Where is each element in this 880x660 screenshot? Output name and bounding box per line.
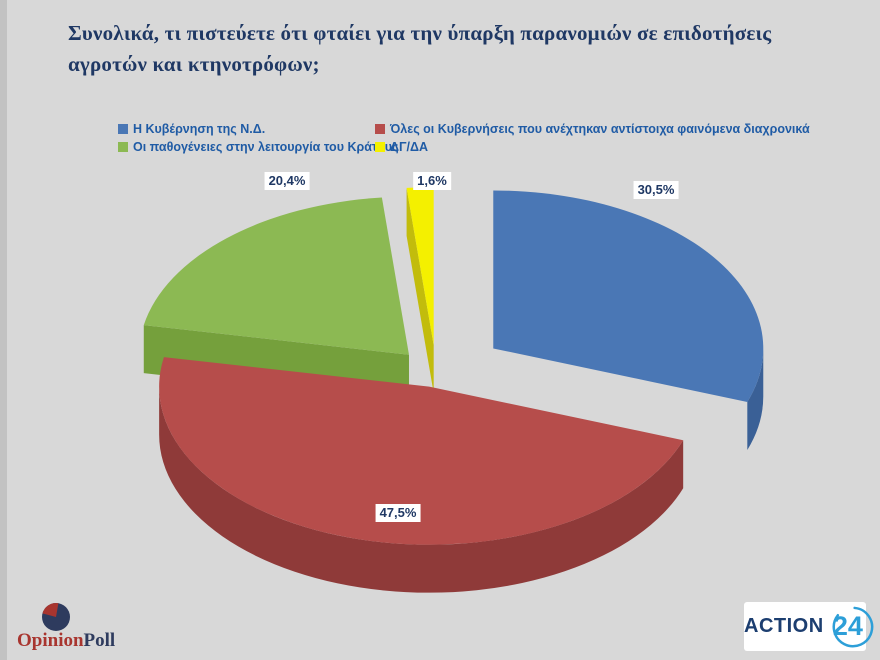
data-label-blue: 30,5% — [633, 181, 679, 199]
action24-text-action: ACTION — [744, 615, 824, 637]
pie-slice-red-rim-wall — [159, 386, 684, 593]
chart-title: Συνολικά, τι πιστεύετε ότι φταίει για τη… — [68, 18, 828, 80]
data-label-green: 20,4% — [264, 172, 310, 190]
chart-title-line2: αγροτών και κτηνοτρόφων; — [68, 52, 320, 76]
legend-swatch-blue — [118, 124, 128, 134]
left-edge-strip — [0, 0, 7, 660]
pie-slice-blue-rim-wall — [747, 348, 764, 450]
pie-slice-yellow-top — [406, 187, 434, 346]
legend-item-dont-know: ΔΓ/ΔΑ — [375, 140, 428, 154]
chart-title-line1: Συνολικά, τι πιστεύετε ότι φταίει για τη… — [68, 21, 772, 45]
legend-label: Η Κυβέρνηση της Ν.Δ. — [133, 122, 266, 136]
opinionpoll-text-poll: Poll — [83, 630, 116, 651]
pie-slice-yellow-side-wall — [406, 187, 434, 394]
pie-slice-green-top — [143, 197, 409, 355]
pie-slice-blue-top — [493, 190, 764, 402]
opinionpoll-text-opinion: Opinion — [17, 630, 84, 651]
legend-item-all-governments: Όλες οι Κυβερνήσεις που ανέχτηκαν αντίστ… — [375, 122, 810, 136]
opinionpoll-wordmark: OpinionPoll — [17, 630, 115, 652]
legend-swatch-green — [118, 142, 128, 152]
legend-item-nd-government: Η Κυβέρνηση της Ν.Δ. — [118, 122, 265, 136]
legend-label: Οι παθογένειες στην λειτουργία του Κράτο… — [133, 140, 399, 154]
legend-swatch-red — [375, 124, 385, 134]
action24-text-24: 24 — [832, 611, 863, 641]
action24-number-wrap: 24 — [830, 604, 874, 650]
legend-item-state-pathologies: Οι παθογένειες στην λειτουργία του Κράτο… — [118, 140, 399, 154]
opinionpoll-logo: OpinionPoll — [17, 600, 147, 655]
legend-swatch-yellow — [375, 142, 385, 152]
opinionpoll-pie-icon — [42, 602, 70, 631]
data-label-red: 47,5% — [375, 504, 421, 522]
legend-label: Όλες οι Κυβερνήσεις που ανέχτηκαν αντίστ… — [390, 122, 810, 136]
action24-logo: ACTION 24 — [744, 602, 874, 651]
pie-slice-red-top — [159, 357, 684, 545]
action24-circle-icon — [832, 606, 874, 647]
data-label-yellow: 1,6% — [413, 172, 451, 190]
legend-label: ΔΓ/ΔΑ — [390, 140, 428, 154]
